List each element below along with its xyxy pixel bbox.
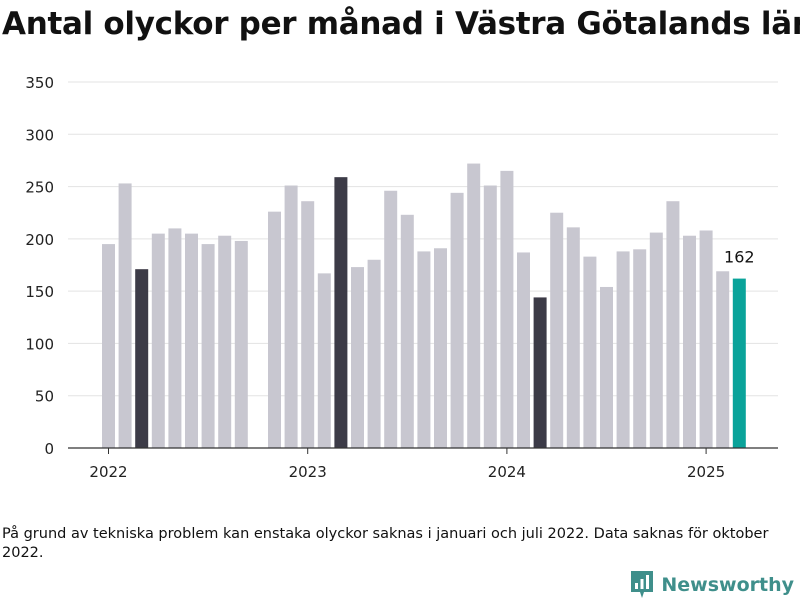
bar-2024-12 — [683, 235, 696, 448]
y-tick-label: 200 — [25, 231, 54, 249]
bar-2024-10 — [649, 232, 663, 448]
bar-2024-03 — [533, 297, 547, 448]
bar-2024-07 — [600, 286, 613, 448]
bar-2022-05 — [168, 228, 182, 448]
newsworthy-logo-icon — [631, 571, 654, 598]
y-tick-label: 250 — [25, 179, 54, 197]
bar-2023-04 — [351, 267, 364, 448]
bars — [102, 163, 746, 449]
bar-2023-08 — [417, 251, 431, 448]
bar-2022-04 — [151, 233, 165, 448]
bar-2023-02 — [317, 273, 331, 448]
bar-2024-08 — [616, 251, 630, 448]
bar-2024-02 — [517, 252, 530, 448]
bar-2022-06 — [185, 233, 198, 448]
bar-2023-09 — [434, 248, 447, 448]
x-tick-label: 2024 — [488, 463, 526, 481]
data-label: 162 — [724, 248, 755, 267]
y-tick-label: 150 — [25, 283, 54, 301]
bar-2025-02 — [716, 271, 730, 448]
brand-name: Newsworthy — [661, 574, 794, 596]
bar-2022-01 — [102, 244, 115, 448]
y-axis-ticks: 0 50 100 150 200 250 300 350 — [25, 74, 54, 458]
bar-2023-05 — [367, 259, 381, 448]
y-tick-label: 50 — [35, 388, 54, 406]
footnote: På grund av tekniska problem kan enstaka… — [2, 526, 769, 561]
bar-2025-01 — [699, 230, 713, 448]
bar-2023-03 — [334, 177, 348, 448]
bar-2022-09 — [234, 240, 248, 448]
x-tick-label: 2025 — [687, 463, 725, 481]
bar-2025-03 — [732, 278, 746, 448]
bar-2024-11 — [666, 201, 680, 448]
bar-2022-11 — [268, 211, 281, 448]
x-axis: 2022 2023 2024 2025 — [68, 447, 778, 481]
bar-2023-12 — [483, 185, 497, 449]
bar-2022-03 — [135, 269, 149, 448]
bar-2023-07 — [400, 214, 414, 448]
bar-2023-10 — [450, 192, 464, 448]
bar-2022-02 — [118, 183, 132, 449]
bar-2023-06 — [384, 190, 398, 449]
y-tick-label: 100 — [25, 335, 54, 353]
data-labels: 162 — [724, 248, 755, 267]
y-tick-label: 0 — [44, 440, 54, 458]
bar-2023-01 — [301, 201, 315, 448]
chart-title: Antal olyckor per månad i Västra Götalan… — [2, 6, 800, 42]
x-tick-label: 2023 — [289, 463, 327, 481]
bar-2022-08 — [218, 235, 232, 448]
brand[interactable]: Newsworthy — [629, 570, 794, 600]
bar-2024-05 — [566, 227, 580, 448]
y-tick-label: 300 — [25, 126, 54, 144]
bar-2024-01 — [500, 170, 514, 448]
bar-2024-04 — [550, 212, 564, 448]
bar-2024-09 — [633, 249, 647, 448]
y-tick-label: 350 — [25, 74, 54, 92]
bar-2022-12 — [284, 185, 298, 449]
bar-2022-07 — [201, 244, 215, 448]
bar-chart: 0 50 100 150 200 250 300 350 2022 2023 2024 2025 1… — [25, 74, 778, 481]
bar-2023-11 — [467, 163, 481, 448]
x-tick-label: 2022 — [89, 463, 127, 481]
bar-2024-06 — [583, 256, 597, 448]
